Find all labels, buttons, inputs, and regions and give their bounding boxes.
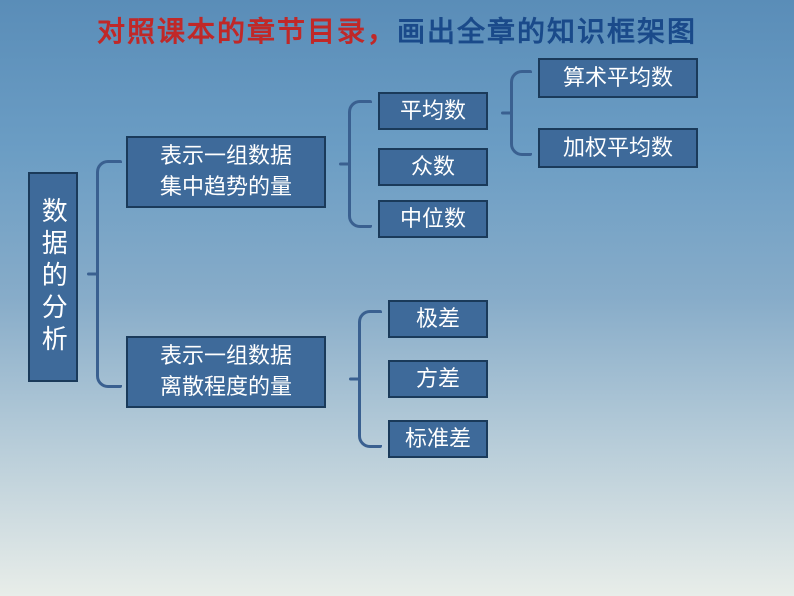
node-weighted-mean: 加权平均数 <box>538 128 698 168</box>
title-part2: 画出全章的知识框架图 <box>397 16 697 47</box>
title-part1: 对照课本的章节目录， <box>97 16 397 47</box>
node-dispersion: 表示一组数据离散程度的量 <box>126 336 326 408</box>
node-range: 极差 <box>388 300 488 338</box>
node-stddev: 标准差 <box>388 420 488 458</box>
page-title: 对照课本的章节目录，画出全章的知识框架图 <box>0 10 794 50</box>
brace-icon <box>358 310 380 448</box>
root-node: 数据的分析 <box>28 172 78 382</box>
node-mean: 平均数 <box>378 92 488 130</box>
node-mode: 众数 <box>378 148 488 186</box>
brace-icon <box>510 70 530 156</box>
brace-icon <box>348 100 370 228</box>
node-arithmetic-mean: 算术平均数 <box>538 58 698 98</box>
node-median: 中位数 <box>378 200 488 238</box>
brace-icon <box>96 160 120 388</box>
node-central: 表示一组数据集中趋势的量 <box>126 136 326 208</box>
node-variance: 方差 <box>388 360 488 398</box>
